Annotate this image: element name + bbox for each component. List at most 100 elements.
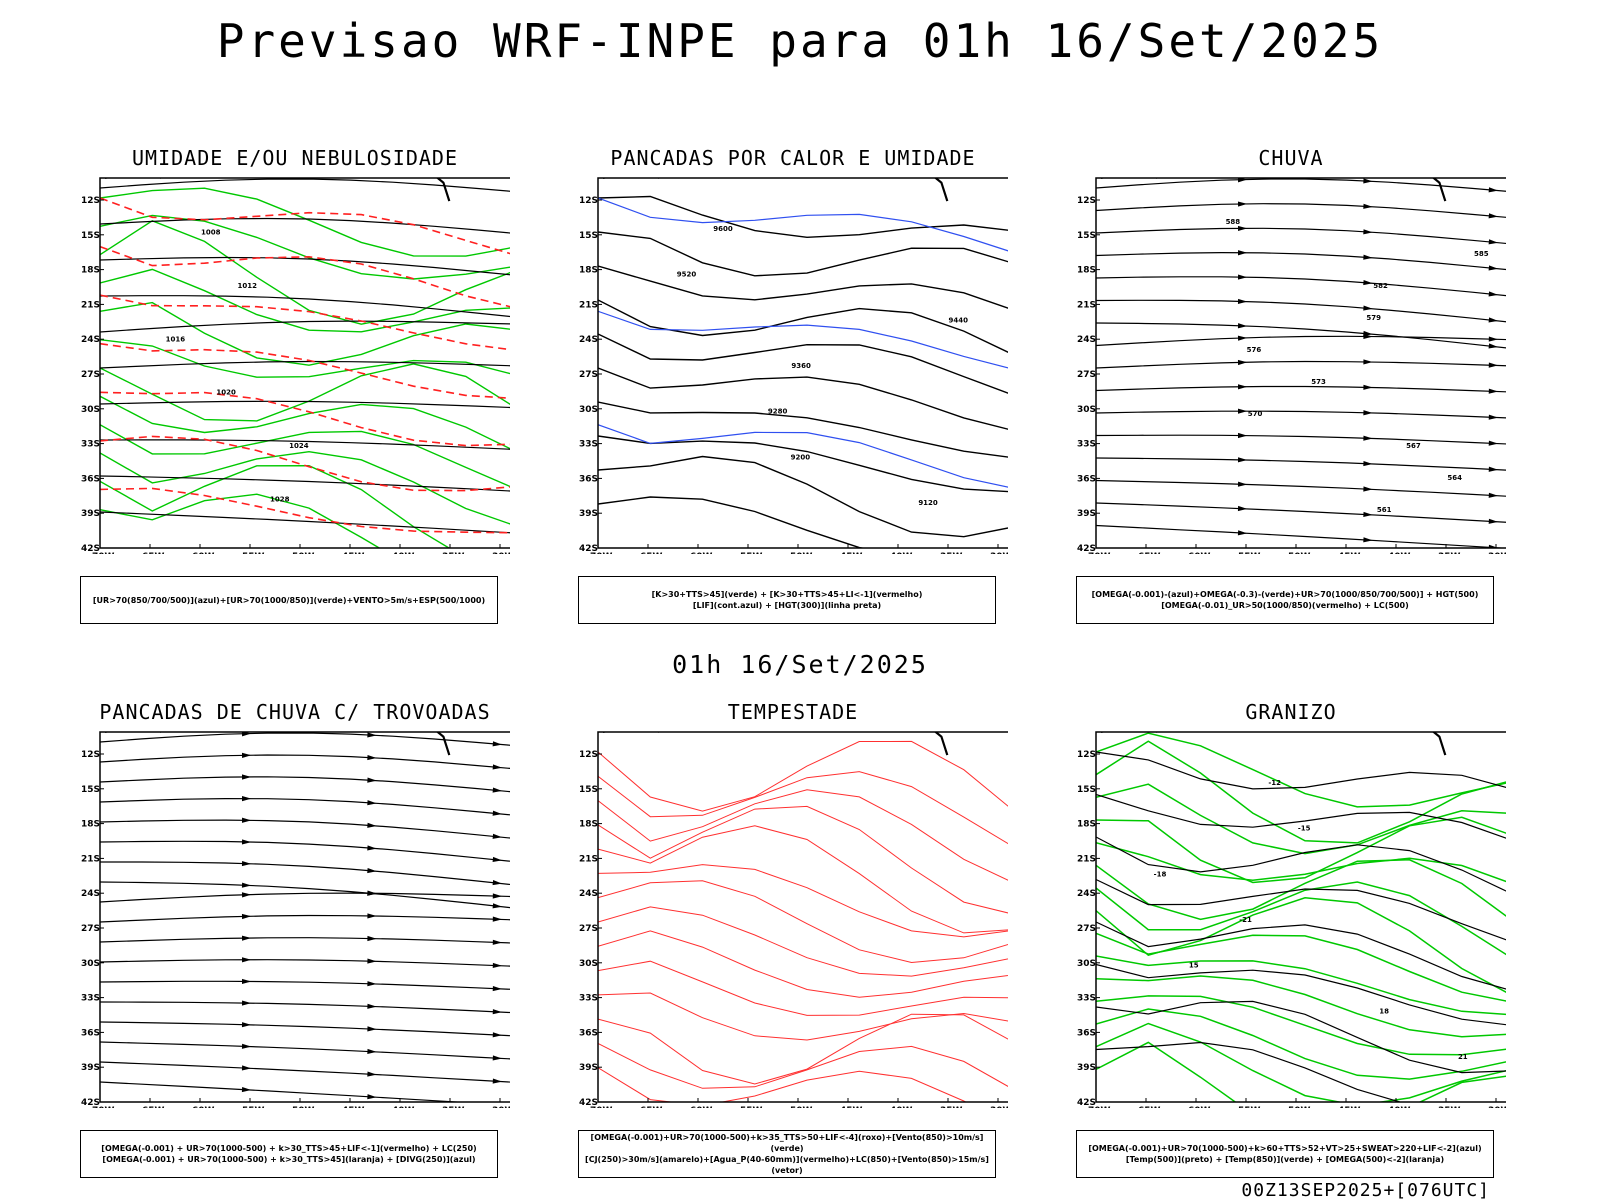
streamline-arrow [1488,336,1499,342]
longitude-label: 35W [1438,552,1461,554]
contour-line [598,197,1008,252]
streamline-arrow [241,1065,252,1071]
latitude-label: 27S [81,924,100,934]
panel-title: CHUVA [1258,146,1324,170]
latitude-label: 27S [579,924,598,934]
contour-label: -18 [1154,870,1167,878]
contour-line [598,401,1008,458]
streamline-arrow [492,856,503,863]
contour-line [598,930,1008,998]
contour-label: -15 [1298,825,1311,833]
latitude-label: 24S [1077,889,1096,899]
map-svg: 588 585 582 579 576 573 570 567 564 561 12S 15S 18S 2… [1077,177,1506,554]
latitude-label: 21S [81,300,100,310]
latitude-label: 30S [1077,405,1096,415]
latitude-label: 36S [579,1028,598,1038]
contour-line [1096,963,1506,1026]
contour-line [1096,878,1506,941]
latitude-label: 36S [81,1028,100,1038]
contour-label: 1028 [270,495,290,503]
contour-label: 9600 [713,225,733,233]
longitude-label: 40W [1388,1106,1411,1108]
streamline-arrow [1363,537,1373,543]
contour-line [598,740,1008,812]
latitude-label: 21S [1077,300,1096,310]
streamline-arrow [367,935,377,942]
latitude-label: 24S [1077,335,1096,345]
contour-line [1096,1041,1402,1102]
streamline-arrow [492,880,503,886]
latitude-label: 15S [579,231,598,241]
streamline-arrow [1363,280,1373,286]
latitude-label: 12S [579,196,598,206]
streamline [1096,479,1506,497]
longitude-label: 30W [492,552,510,554]
longitude-label: 30W [492,1106,510,1108]
longitude-label: 65W [640,1106,663,1108]
contour-line [100,395,510,450]
streamline-arrow [1237,274,1248,280]
contour-line [598,333,1008,394]
contour-line [1096,859,1506,921]
contour-line [598,960,1008,1016]
longitude-label: 40W [890,552,913,554]
streamline-arrow [1488,362,1499,368]
longitude-label: 70W [590,1106,613,1108]
streamline [100,937,510,944]
longitude-label: 55W [740,1106,763,1108]
panel-granizo: GRANIZO -12 -15 -18 -21 15 18 21 12S 15S 18S 21S 24… [1076,700,1506,1180]
latitude-label: 33S [579,994,598,1004]
longitude-label: 65W [640,552,663,554]
contour-line [1096,783,1506,855]
streamline [100,797,510,816]
latitude-label: 33S [1077,440,1096,450]
contour-line [598,771,1008,845]
streamline-arrow [241,774,252,780]
contour-line [100,391,510,447]
panel-title: PANCADAS POR CALOR E UMIDADE [610,146,976,170]
panel-legend: [OMEGA(-0.001)+UR>70(1000-500)+k>35_TTS>… [578,1130,996,1178]
contour-label: 15 [1189,962,1199,970]
contour-label: 1008 [201,229,221,237]
contour-line [1096,897,1506,993]
streamline-arrow [367,958,377,964]
streamline-arrow [1488,466,1499,472]
latitude-label: 36S [1077,1028,1096,1038]
map-frame [597,731,1008,1103]
contour-line [598,299,1008,353]
streamline [100,217,510,234]
contour-line [598,789,1008,881]
streamline-arrow [492,787,503,793]
contour-line [598,906,1008,977]
latitude-label: 39S [81,1063,100,1073]
streamline-arrow [1237,530,1248,536]
longitude-label: 45W [840,1106,863,1108]
streamline [1096,299,1506,323]
longitude-label: 45W [840,552,863,554]
streamline-arrow [1488,291,1499,297]
longitude-label: 55W [1238,552,1261,554]
streamline-arrow [367,913,377,919]
longitude-label: 70W [92,552,115,554]
latitude-label: 42S [579,1098,598,1108]
latitude-label: 12S [81,750,100,760]
streamline [100,439,510,450]
panel-tempestade: TEMPESTADE 12S 15S 18S 21S 24S 27S 30S 33S 36S 39… [578,700,1008,1180]
contour-label: 9200 [791,453,811,461]
streamline-arrow [1237,359,1248,366]
panel-pancadas-calor: PANCADAS POR CALOR E UMIDADE 9600 9520 944… [578,146,1008,626]
contour-line [100,464,451,548]
latitude-label: 27S [81,370,100,380]
latitude-label: 21S [579,854,598,864]
latitude-label: 18S [81,820,100,830]
contour-line [1096,1022,1506,1102]
streamline-arrow [241,839,252,845]
streamline-arrow [367,1026,377,1032]
contour-line [598,195,1008,239]
streamline-arrow [1237,298,1248,304]
map-tempestade: 12S 15S 18S 21S 24S 27S 30S 33S 36S 39S 42S70W 65W 6… [578,728,1008,1108]
latitude-label: 15S [1077,785,1096,795]
streamline-arrow [1237,505,1248,512]
map-granizo: -12 -15 -18 -21 15 18 21 12S 15S 18S 21S 24S 27S 30S 3… [1076,728,1506,1108]
contour-label: 561 [1377,506,1392,514]
